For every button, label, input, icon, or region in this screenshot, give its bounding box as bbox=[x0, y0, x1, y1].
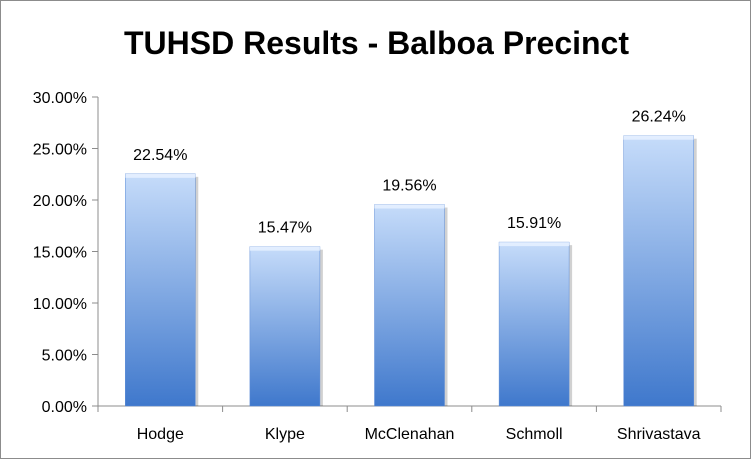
y-tick-label: 0.00% bbox=[42, 399, 87, 416]
bar-schmoll bbox=[498, 241, 570, 407]
bar-hodge bbox=[125, 173, 196, 407]
bar-layer bbox=[125, 135, 697, 407]
label-layer: 22.54% Hodge 15.47% Klype 19.56% McClenahan 15… bbox=[133, 109, 700, 443]
y-tick-label: 30.00% bbox=[33, 90, 87, 107]
y-tick-label: 20.00% bbox=[33, 193, 87, 210]
x-tick-label: Schmoll bbox=[506, 426, 563, 443]
bar-highlight bbox=[623, 135, 694, 140]
bar-klype bbox=[249, 246, 321, 407]
bar-highlight bbox=[374, 204, 445, 209]
bar-highlight bbox=[249, 246, 320, 251]
y-tick-label: 25.00% bbox=[33, 142, 87, 159]
x-tick-label: Shrivastava bbox=[617, 426, 701, 443]
bar-shrivastava bbox=[623, 135, 694, 407]
data-label: 19.56% bbox=[382, 178, 436, 195]
x-tick-label: McClenahan bbox=[365, 426, 455, 443]
bar-highlight bbox=[499, 242, 570, 247]
y-tick-label: 15.00% bbox=[33, 245, 87, 262]
x-tick-label: Klype bbox=[265, 426, 305, 443]
chart-title: TUHSD Results - Balboa Precinct bbox=[124, 25, 629, 61]
x-tick-label: Hodge bbox=[137, 426, 184, 443]
data-label: 15.91% bbox=[507, 215, 561, 232]
y-tick-label: 5.00% bbox=[42, 348, 87, 365]
data-label: 15.47% bbox=[258, 220, 312, 237]
bar-mcclenahan bbox=[374, 204, 445, 407]
data-label: 26.24% bbox=[632, 109, 686, 126]
y-tick-label: 10.00% bbox=[33, 296, 87, 313]
data-label: 22.54% bbox=[133, 147, 187, 164]
bar-highlight bbox=[125, 173, 196, 178]
